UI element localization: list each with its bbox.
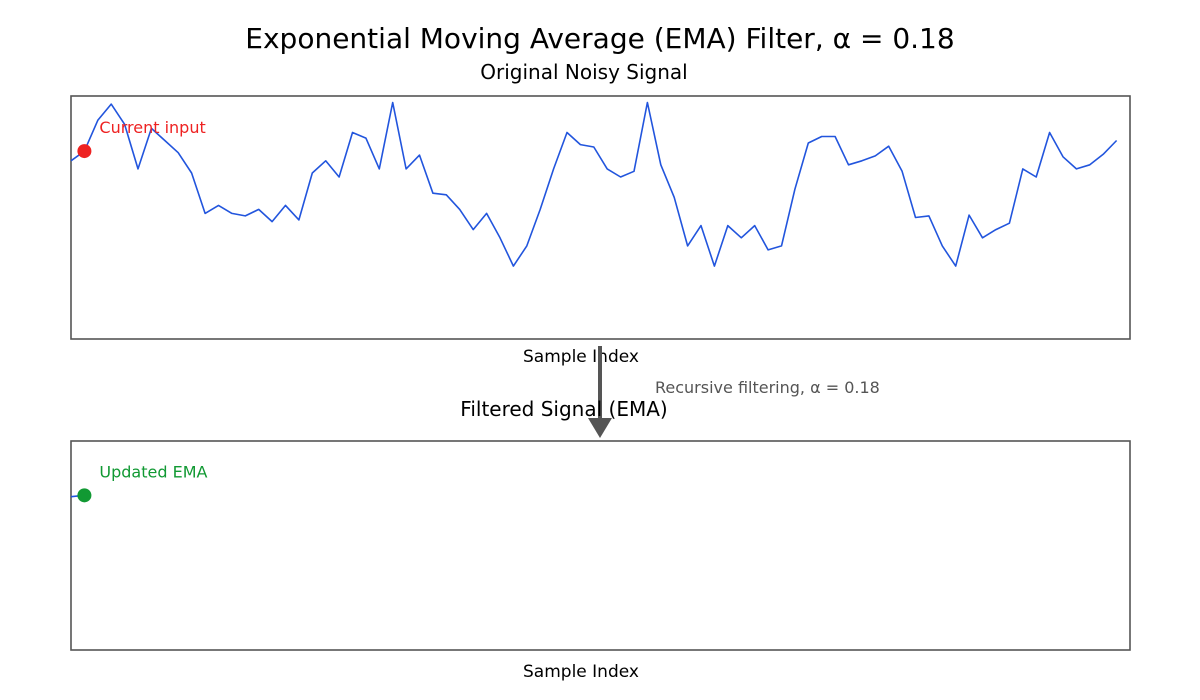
current-input-marker: [77, 144, 92, 159]
current-input-label: Current input: [99, 118, 205, 137]
panel-subtitle-filtered: Filtered Signal (EMA): [460, 397, 667, 421]
updated-ema-marker: [77, 488, 92, 503]
recursive-filter-arrow: [588, 346, 612, 438]
panel-original-signal: Current input: [70, 95, 1131, 340]
panel-subtitle-original: Original Noisy Signal: [480, 60, 687, 84]
updated-ema-label: Updated EMA: [99, 462, 207, 481]
arrow-head: [588, 418, 612, 438]
noisy-signal-line: [70, 101, 1118, 267]
plot-frame-filtered: [70, 440, 1131, 651]
plot-frame-original: [70, 95, 1131, 340]
panel-filtered-signal: Updated EMA: [70, 440, 1131, 651]
recursive-filtering-annotation: Recursive filtering, α = 0.18: [655, 378, 880, 397]
chart-title: Exponential Moving Average (EMA) Filter,…: [245, 22, 954, 55]
xlabel-filtered: Sample Index: [523, 662, 639, 682]
xlabel-original: Sample Index: [523, 347, 639, 367]
